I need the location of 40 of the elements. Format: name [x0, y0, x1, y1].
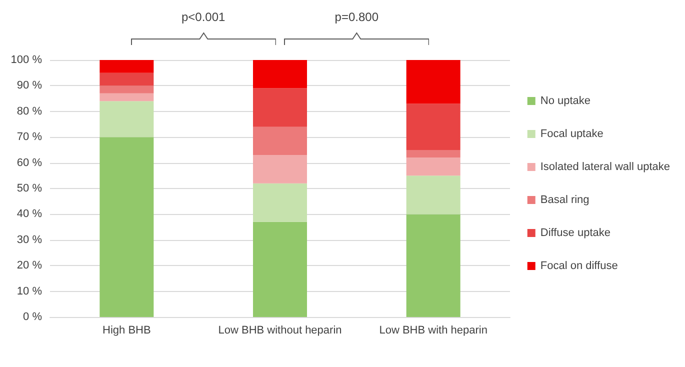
bar: [100, 60, 154, 73]
y-tick-label: 30 %: [16, 234, 42, 246]
y-tick-label: 40 %: [16, 208, 42, 220]
y-tick-label: 20 %: [16, 260, 42, 272]
bar: [100, 137, 154, 317]
y-tick-label: 60 %: [16, 156, 42, 169]
legend-label: Focal uptake: [540, 128, 604, 140]
bar: [406, 60, 460, 104]
y-tick-label: 80 %: [16, 105, 42, 118]
bar: [406, 104, 460, 150]
y-tick-label: 10 %: [16, 285, 42, 298]
x-tick-label: Low BHB without heparin: [218, 324, 342, 336]
legend-label: Focal on diffuse: [540, 260, 618, 272]
bar: [253, 222, 307, 317]
bar: [253, 183, 307, 222]
text: p=0.800: [334, 10, 379, 24]
bar: [100, 93, 154, 102]
bar: [406, 158, 460, 176]
bar: [406, 176, 460, 214]
y-tick-label: 0 %: [23, 311, 42, 323]
text: p<0.001: [181, 10, 226, 24]
legend-label: No uptake: [540, 95, 591, 107]
x-tick-label: Low BHB with heparin: [379, 324, 488, 336]
bar: [100, 86, 154, 94]
bar: [253, 155, 307, 184]
bar: [100, 72, 154, 86]
bar: [100, 101, 154, 138]
bar: [253, 88, 307, 127]
y-tick-label: 70 %: [16, 131, 42, 144]
legend-label: Isolated lateral wall uptake: [540, 161, 670, 173]
y-tick-label: 90 %: [16, 80, 42, 92]
legend-label: Basal ring: [540, 194, 590, 206]
bar: [406, 214, 460, 317]
y-tick-label: 50 %: [16, 182, 42, 194]
bar: [406, 150, 460, 158]
bar: [253, 126, 307, 156]
x-tick-label: High BHB: [102, 324, 151, 336]
bar: [253, 60, 307, 88]
y-tick-label: 100 %: [10, 54, 42, 66]
legend-label: Diffuse uptake: [540, 227, 610, 239]
